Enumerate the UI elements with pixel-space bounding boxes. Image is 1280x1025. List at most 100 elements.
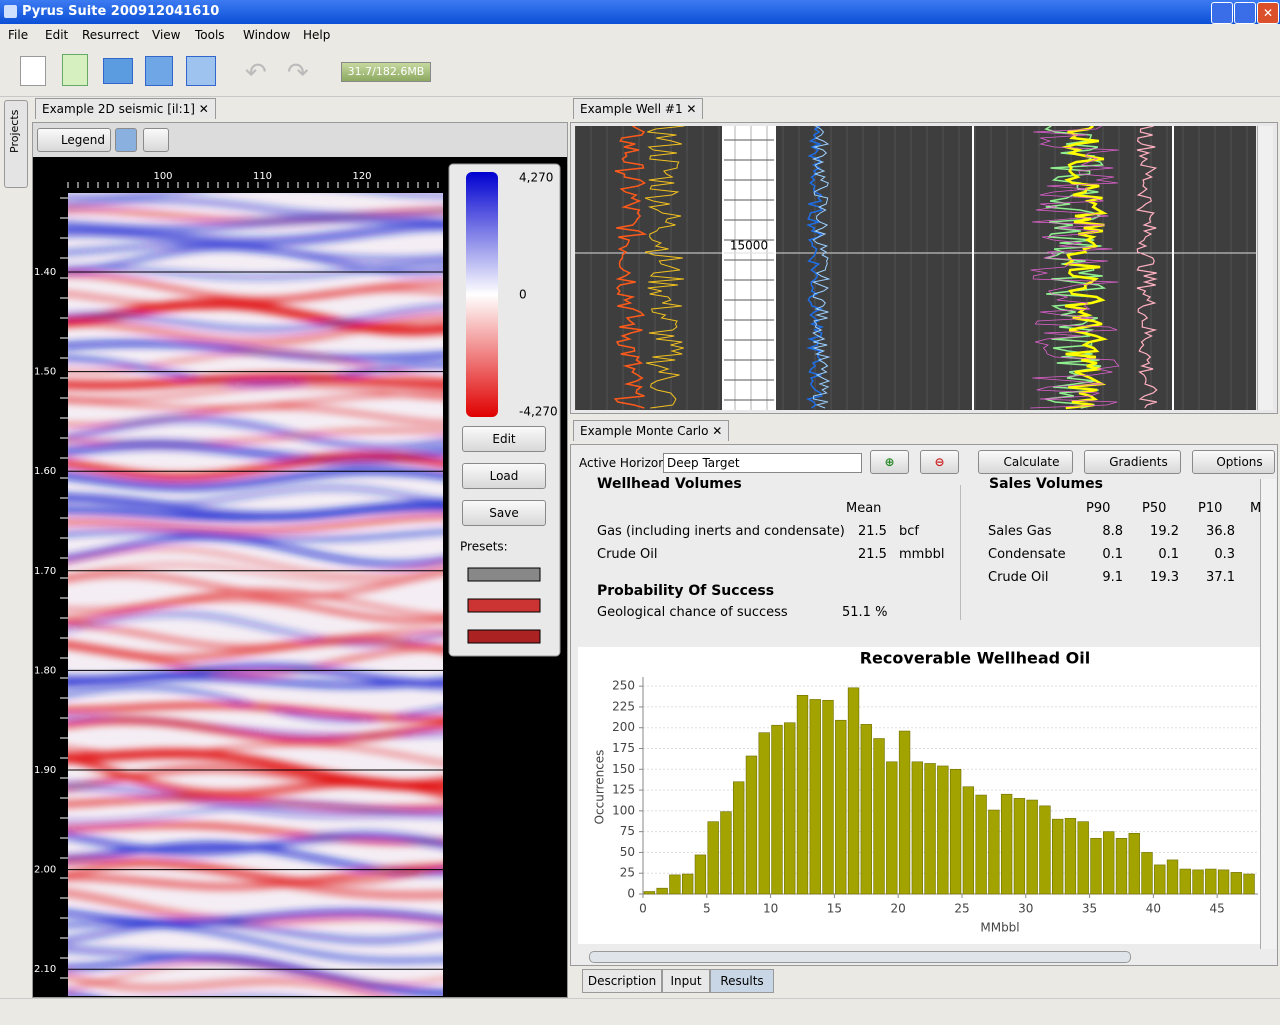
bar	[1051, 818, 1064, 895]
row-value: 0.1	[1158, 547, 1179, 562]
bar	[1141, 852, 1153, 895]
column-header: Mean	[846, 501, 882, 516]
bar	[1230, 872, 1242, 895]
seismic-image	[68, 193, 443, 996]
menu-item[interactable]: Resurrect	[82, 28, 140, 42]
bar	[1000, 793, 1013, 895]
well-tab[interactable]: Example Well #1 ✕	[573, 98, 704, 119]
x-tick-label: 40	[1146, 902, 1161, 916]
seismic-reflector	[68, 546, 443, 577]
panel-button[interactable]: Gradients	[1084, 450, 1181, 474]
colorbar-button[interactable]: Save	[462, 500, 546, 526]
seismic-reflector	[68, 415, 443, 452]
y-tick-label: 175	[612, 741, 635, 755]
menu-item[interactable]: View	[152, 28, 181, 42]
x-tick-label: 10	[763, 902, 778, 916]
bar	[924, 763, 936, 895]
preset-rainbow[interactable]	[467, 629, 541, 644]
button-label: Edit	[492, 432, 516, 446]
monte-carlo-tab[interactable]: Example Monte Carlo ✕	[573, 420, 730, 441]
bar	[643, 891, 656, 895]
bar	[707, 821, 719, 895]
seismic-reflector	[68, 801, 443, 825]
preset-gray[interactable]	[467, 567, 541, 582]
horizon-label: Active Horizon	[579, 456, 666, 470]
bar	[1217, 869, 1230, 895]
seismic-reflector	[68, 919, 443, 944]
open-icon[interactable]	[103, 58, 133, 84]
bar	[873, 738, 885, 895]
bar	[669, 874, 681, 895]
close-button[interactable]: ✕	[1257, 2, 1279, 24]
row-value: 21.5	[858, 547, 887, 562]
well-log-view: 15000	[575, 126, 1256, 410]
bar	[835, 719, 847, 895]
seismic-tab[interactable]: Example 2D seismic [il:1] ✕	[35, 98, 216, 119]
undo-icon[interactable]: ↶	[245, 58, 267, 88]
bar	[937, 765, 949, 895]
horizontal-scrollbar[interactable]	[589, 951, 1131, 963]
row-value: 19.3	[1150, 570, 1179, 585]
depth-track	[723, 126, 775, 410]
row-value: 51.1 %	[842, 605, 888, 620]
export-icon[interactable]	[186, 56, 216, 86]
row-value: 37.1	[1206, 570, 1235, 585]
remove-button[interactable]: ⊖	[920, 450, 959, 474]
preset-red-blue[interactable]	[467, 598, 541, 613]
colorbar-button[interactable]: Load	[462, 463, 546, 489]
save-icon[interactable]	[145, 56, 173, 86]
bar	[886, 761, 898, 895]
legend-button[interactable]: Legend	[37, 128, 111, 152]
log-curve	[811, 126, 831, 409]
button-label: Load	[489, 469, 519, 483]
well-scrollbar[interactable]	[1257, 126, 1273, 410]
window-title: Pyrus Suite 200912041610	[22, 4, 220, 19]
section-title: Wellhead Volumes	[597, 476, 742, 492]
redo-icon[interactable]: ↷	[287, 58, 309, 88]
seismic-reflector	[68, 504, 443, 522]
log-curve	[613, 126, 648, 409]
bottom-tab[interactable]: Results	[710, 969, 774, 993]
horizon-combobox[interactable]: Deep Target	[663, 453, 862, 473]
log-curve	[1135, 126, 1158, 409]
x-tick-label: 20	[891, 902, 906, 916]
seismic-toolbar: Legend	[33, 123, 567, 157]
minimize-button[interactable]	[1211, 2, 1233, 24]
menu-item[interactable]: File	[8, 28, 29, 42]
app-icon	[4, 5, 17, 18]
y-tick-label: 1.40	[34, 267, 56, 278]
menu-item[interactable]: Edit	[45, 28, 69, 42]
projects-side-tab[interactable]: Projects	[4, 100, 28, 188]
bar	[1179, 868, 1191, 895]
seismic-reflector	[68, 960, 443, 992]
new-icon[interactable]	[20, 56, 46, 86]
y-tick-label: 250	[612, 679, 635, 693]
menu-bar: File Edit Resurrect View Tools Window Help	[0, 24, 1280, 46]
colorbar-button[interactable]: Edit	[462, 426, 546, 452]
bar	[771, 724, 783, 895]
x-tick-label: 110	[253, 171, 272, 182]
menu-item[interactable]: Tools	[195, 28, 225, 42]
panel-button[interactable]: Options	[1192, 450, 1275, 474]
column-header: P90	[1086, 501, 1111, 516]
seismic-reflector	[68, 953, 443, 996]
y-tick-label: 2.00	[34, 865, 56, 876]
button-label: Save	[489, 506, 519, 520]
vertical-scrollbar[interactable]	[1260, 479, 1276, 949]
bottom-tab[interactable]: Description	[582, 969, 662, 993]
panel-button[interactable]: Calculate	[978, 450, 1073, 474]
grid-button[interactable]	[143, 128, 169, 152]
seismic-reflector	[68, 298, 443, 336]
y-tick-label: 125	[612, 783, 635, 797]
side-tab-label: Projects	[8, 109, 21, 153]
seismic-axes: 100 110 120 1.40 1.50 1.60 1.70 1.80 1.90 2.00 2.1…	[34, 171, 443, 979]
menu-item[interactable]: Window	[243, 28, 291, 42]
menu-item[interactable]: Help	[303, 28, 331, 42]
fit-button[interactable]	[115, 128, 137, 152]
add-button[interactable]: ⊕	[870, 450, 909, 474]
bar	[822, 699, 834, 895]
seismic-reflector	[68, 193, 443, 201]
import-icon[interactable]	[62, 54, 88, 86]
maximize-button[interactable]	[1234, 2, 1256, 24]
bottom-tab[interactable]: Input	[662, 969, 710, 993]
